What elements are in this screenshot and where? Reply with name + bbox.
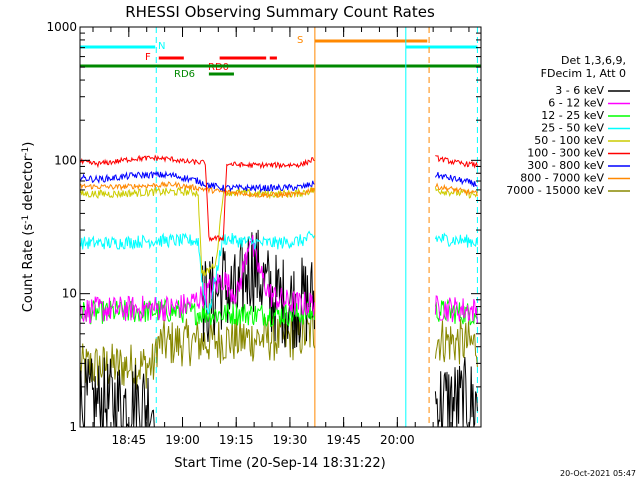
legend: Det 1,3,6,9, FDecim 1, Att 0 3 - 6 keV6 … [506,54,630,197]
legend-label: 3 - 6 keV [555,84,604,97]
legend-label: 7000 - 15000 keV [506,184,604,197]
series-line-7000-15000-kev [79,314,478,390]
legend-header-line-2: FDecim 1, Att 0 [541,67,626,80]
legend-label: 12 - 25 keV [541,109,604,122]
x-axis-label: Start Time (20-Sep-14 18:31:22) [174,456,385,471]
flag-label: F [145,52,151,63]
legend-item-25-50-kev: 25 - 50 keV [541,122,630,135]
flag-f: F [145,52,184,63]
y-axis-ticks: 1 10 100 1000 [46,20,481,434]
legend-label: 800 - 7000 keV [520,172,604,185]
legend-item-50-100-kev: 50 - 100 keV [534,134,630,147]
legend-label: 300 - 800 keV [527,159,604,172]
generation-timestamp: 20-Oct-2021 05:47 [560,469,636,478]
legend-item-300-800-kev: 300 - 800 keV [527,159,630,172]
series-line-300-800-kev [79,170,478,194]
series-line-800-7000-kev [79,180,478,199]
legend-item-7000-15000-kev: 7000 - 15000 keV [506,184,630,197]
x-tick-label: 19:45 [326,433,361,447]
legend-label: 6 - 12 keV [548,97,604,110]
legend-header-line-1: Det 1,3,6,9, [561,54,626,67]
x-axis-ticks: 18:45 19:00 19:15 19:30 19:45 20:00 [92,27,470,447]
legend-item-12-25-kev: 12 - 25 keV [541,109,630,122]
legend-label: 50 - 100 keV [534,134,604,147]
legend-item-100-300-kev: 100 - 300 keV [527,147,630,160]
flag-label: N [158,41,165,52]
y-tick-label: 1000 [46,20,77,34]
flag-n: N [80,41,478,52]
x-tick-label: 19:30 [273,433,308,447]
x-tick-label: 18:45 [112,433,147,447]
series-line-25-50-kev [79,230,478,316]
series-line-12-25-kev [79,297,478,328]
flag-label: RD6 [174,69,195,80]
legend-label: 100 - 300 keV [527,147,604,160]
observing-flags: NFRD0RD6S [80,35,481,80]
legend-item-3-6-kev: 3 - 6 keV [555,84,630,97]
legend-item-6-12-kev: 6 - 12 keV [548,97,630,110]
x-tick-label: 19:00 [165,433,200,447]
flag-label: S [297,35,303,46]
x-tick-label: 19:15 [219,433,254,447]
plot-frame [79,26,482,428]
y-axis-label: Count Rate (s-1 detector-1) [21,142,36,313]
flag-rd6: RD6 [174,69,234,80]
flag-s: S [297,35,428,46]
y-tick-label: 10 [62,287,77,301]
series-line-50-100-kev [79,186,478,277]
x-tick-label: 20:00 [380,433,415,447]
y-tick-label: 1 [69,420,77,434]
series-line-100-300-kev [79,154,478,243]
series-line-6-12-kev [79,234,478,324]
legend-label: 25 - 50 keV [541,122,604,135]
chart-title: RHESSI Observing Summary Count Rates [125,3,435,21]
y-tick-label: 100 [54,153,77,167]
legend-item-800-7000-kev: 800 - 7000 keV [520,172,630,185]
